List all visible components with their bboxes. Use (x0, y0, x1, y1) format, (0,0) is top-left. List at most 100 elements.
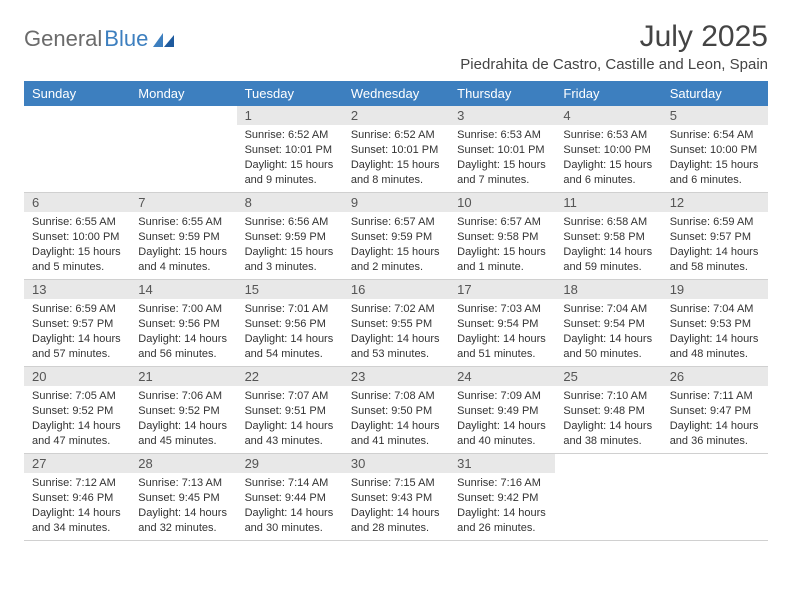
day-details: Sunrise: 6:52 AMSunset: 10:01 PMDaylight… (343, 125, 449, 191)
day-details: Sunrise: 6:58 AMSunset: 9:58 PMDaylight:… (555, 212, 661, 278)
calendar-cell: 29Sunrise: 7:14 AMSunset: 9:44 PMDayligh… (237, 454, 343, 541)
calendar-week-row: 1Sunrise: 6:52 AMSunset: 10:01 PMDayligh… (24, 106, 768, 193)
day-number: 7 (130, 193, 236, 212)
month-title: July 2025 (460, 20, 768, 54)
day-details: Sunrise: 7:09 AMSunset: 9:49 PMDaylight:… (449, 386, 555, 452)
calendar-week-row: 20Sunrise: 7:05 AMSunset: 9:52 PMDayligh… (24, 367, 768, 454)
day-details: Sunrise: 6:59 AMSunset: 9:57 PMDaylight:… (24, 299, 130, 365)
day-number: 5 (662, 106, 768, 125)
day-details: Sunrise: 7:14 AMSunset: 9:44 PMDaylight:… (237, 473, 343, 539)
day-number: 12 (662, 193, 768, 212)
calendar-cell: 31Sunrise: 7:16 AMSunset: 9:42 PMDayligh… (449, 454, 555, 541)
day-details: Sunrise: 7:03 AMSunset: 9:54 PMDaylight:… (449, 299, 555, 365)
day-number: 30 (343, 454, 449, 473)
day-details: Sunrise: 7:02 AMSunset: 9:55 PMDaylight:… (343, 299, 449, 365)
day-details: Sunrise: 6:57 AMSunset: 9:59 PMDaylight:… (343, 212, 449, 278)
calendar-cell: 1Sunrise: 6:52 AMSunset: 10:01 PMDayligh… (237, 106, 343, 193)
day-details: Sunrise: 7:04 AMSunset: 9:53 PMDaylight:… (662, 299, 768, 365)
day-number: 9 (343, 193, 449, 212)
calendar-cell: 14Sunrise: 7:00 AMSunset: 9:56 PMDayligh… (130, 280, 236, 367)
calendar-cell: 28Sunrise: 7:13 AMSunset: 9:45 PMDayligh… (130, 454, 236, 541)
weekday-header: Friday (555, 81, 661, 106)
calendar-cell: 2Sunrise: 6:52 AMSunset: 10:01 PMDayligh… (343, 106, 449, 193)
day-details: Sunrise: 7:04 AMSunset: 9:54 PMDaylight:… (555, 299, 661, 365)
day-details: Sunrise: 7:00 AMSunset: 9:56 PMDaylight:… (130, 299, 236, 365)
calendar-cell: 6Sunrise: 6:55 AMSunset: 10:00 PMDayligh… (24, 193, 130, 280)
day-details: Sunrise: 7:13 AMSunset: 9:45 PMDaylight:… (130, 473, 236, 539)
weekday-header-row: SundayMondayTuesdayWednesdayThursdayFrid… (24, 81, 768, 106)
calendar-cell: 17Sunrise: 7:03 AMSunset: 9:54 PMDayligh… (449, 280, 555, 367)
calendar-week-row: 6Sunrise: 6:55 AMSunset: 10:00 PMDayligh… (24, 193, 768, 280)
day-details: Sunrise: 7:08 AMSunset: 9:50 PMDaylight:… (343, 386, 449, 452)
calendar-cell: 13Sunrise: 6:59 AMSunset: 9:57 PMDayligh… (24, 280, 130, 367)
day-number: 24 (449, 367, 555, 386)
calendar-cell: 7Sunrise: 6:55 AMSunset: 9:59 PMDaylight… (130, 193, 236, 280)
day-details: Sunrise: 7:07 AMSunset: 9:51 PMDaylight:… (237, 386, 343, 452)
calendar-cell: 11Sunrise: 6:58 AMSunset: 9:58 PMDayligh… (555, 193, 661, 280)
page-header: GeneralBlue July 2025 Piedrahita de Cast… (24, 20, 768, 73)
day-number: 23 (343, 367, 449, 386)
day-number: 25 (555, 367, 661, 386)
calendar-cell (130, 106, 236, 193)
day-details: Sunrise: 7:05 AMSunset: 9:52 PMDaylight:… (24, 386, 130, 452)
day-number: 16 (343, 280, 449, 299)
weekday-header: Thursday (449, 81, 555, 106)
day-details: Sunrise: 7:06 AMSunset: 9:52 PMDaylight:… (130, 386, 236, 452)
calendar-cell: 12Sunrise: 6:59 AMSunset: 9:57 PMDayligh… (662, 193, 768, 280)
calendar-cell: 21Sunrise: 7:06 AMSunset: 9:52 PMDayligh… (130, 367, 236, 454)
day-details: Sunrise: 7:15 AMSunset: 9:43 PMDaylight:… (343, 473, 449, 539)
weekday-header: Tuesday (237, 81, 343, 106)
calendar-cell: 24Sunrise: 7:09 AMSunset: 9:49 PMDayligh… (449, 367, 555, 454)
calendar-cell: 10Sunrise: 6:57 AMSunset: 9:58 PMDayligh… (449, 193, 555, 280)
day-details: Sunrise: 6:53 AMSunset: 10:01 PMDaylight… (449, 125, 555, 191)
day-details: Sunrise: 6:53 AMSunset: 10:00 PMDaylight… (555, 125, 661, 191)
day-number: 26 (662, 367, 768, 386)
calendar-cell: 9Sunrise: 6:57 AMSunset: 9:59 PMDaylight… (343, 193, 449, 280)
calendar-cell (662, 454, 768, 541)
weekday-header: Sunday (24, 81, 130, 106)
calendar-cell (24, 106, 130, 193)
day-number: 1 (237, 106, 343, 125)
day-number: 22 (237, 367, 343, 386)
day-number: 27 (24, 454, 130, 473)
calendar-body: 1Sunrise: 6:52 AMSunset: 10:01 PMDayligh… (24, 106, 768, 541)
location-text: Piedrahita de Castro, Castille and Leon,… (460, 56, 768, 73)
logo-text-1: General (24, 26, 102, 52)
calendar-cell: 27Sunrise: 7:12 AMSunset: 9:46 PMDayligh… (24, 454, 130, 541)
day-details: Sunrise: 7:10 AMSunset: 9:48 PMDaylight:… (555, 386, 661, 452)
day-details: Sunrise: 6:59 AMSunset: 9:57 PMDaylight:… (662, 212, 768, 278)
calendar-cell: 20Sunrise: 7:05 AMSunset: 9:52 PMDayligh… (24, 367, 130, 454)
calendar-cell: 23Sunrise: 7:08 AMSunset: 9:50 PMDayligh… (343, 367, 449, 454)
calendar-cell: 15Sunrise: 7:01 AMSunset: 9:56 PMDayligh… (237, 280, 343, 367)
day-details: Sunrise: 7:11 AMSunset: 9:47 PMDaylight:… (662, 386, 768, 452)
day-details: Sunrise: 7:16 AMSunset: 9:42 PMDaylight:… (449, 473, 555, 539)
calendar-week-row: 27Sunrise: 7:12 AMSunset: 9:46 PMDayligh… (24, 454, 768, 541)
day-details: Sunrise: 6:52 AMSunset: 10:01 PMDaylight… (237, 125, 343, 191)
day-number: 18 (555, 280, 661, 299)
title-block: July 2025 Piedrahita de Castro, Castille… (460, 20, 768, 73)
day-details: Sunrise: 7:12 AMSunset: 9:46 PMDaylight:… (24, 473, 130, 539)
day-number: 3 (449, 106, 555, 125)
day-number: 29 (237, 454, 343, 473)
calendar-cell: 5Sunrise: 6:54 AMSunset: 10:00 PMDayligh… (662, 106, 768, 193)
calendar-table: SundayMondayTuesdayWednesdayThursdayFrid… (24, 81, 768, 541)
day-number: 4 (555, 106, 661, 125)
logo-text-2: Blue (104, 26, 148, 52)
day-number: 13 (24, 280, 130, 299)
logo-icon (152, 30, 176, 48)
day-details: Sunrise: 6:57 AMSunset: 9:58 PMDaylight:… (449, 212, 555, 278)
calendar-cell (555, 454, 661, 541)
calendar-cell: 22Sunrise: 7:07 AMSunset: 9:51 PMDayligh… (237, 367, 343, 454)
calendar-cell: 16Sunrise: 7:02 AMSunset: 9:55 PMDayligh… (343, 280, 449, 367)
day-number: 20 (24, 367, 130, 386)
day-number: 21 (130, 367, 236, 386)
day-number: 10 (449, 193, 555, 212)
day-details: Sunrise: 6:54 AMSunset: 10:00 PMDaylight… (662, 125, 768, 191)
weekday-header: Wednesday (343, 81, 449, 106)
day-details: Sunrise: 7:01 AMSunset: 9:56 PMDaylight:… (237, 299, 343, 365)
day-details: Sunrise: 6:55 AMSunset: 9:59 PMDaylight:… (130, 212, 236, 278)
calendar-cell: 3Sunrise: 6:53 AMSunset: 10:01 PMDayligh… (449, 106, 555, 193)
calendar-cell: 19Sunrise: 7:04 AMSunset: 9:53 PMDayligh… (662, 280, 768, 367)
calendar-cell: 4Sunrise: 6:53 AMSunset: 10:00 PMDayligh… (555, 106, 661, 193)
calendar-cell: 18Sunrise: 7:04 AMSunset: 9:54 PMDayligh… (555, 280, 661, 367)
